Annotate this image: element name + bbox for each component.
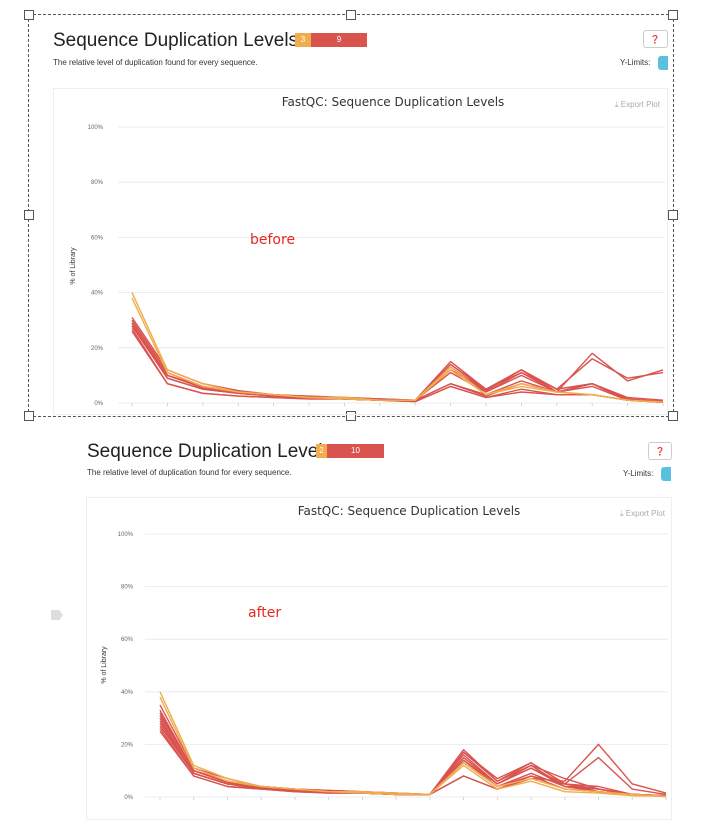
export-label: Export Plot bbox=[620, 100, 660, 109]
plot-container bbox=[53, 88, 668, 415]
after-series-warn-2 bbox=[159, 696, 667, 797]
export-label: Export Plot bbox=[625, 509, 665, 518]
y-tick-label: 80% bbox=[121, 585, 134, 591]
status-badges: 3 9 bbox=[295, 33, 367, 47]
status-badges: 2 10 bbox=[316, 444, 384, 458]
annotation-text: after bbox=[248, 605, 282, 621]
resize-handle-bottom-left[interactable] bbox=[24, 411, 34, 421]
y-tick-label: 100% bbox=[88, 125, 104, 131]
resize-handle-bottom-right[interactable] bbox=[668, 411, 678, 421]
duplication-chart: FastQC: Sequence Duplication Levels % of… bbox=[70, 95, 665, 407]
annotation-text: before bbox=[250, 232, 296, 248]
resize-handle-top[interactable] bbox=[346, 10, 356, 20]
y-tick-label: 20% bbox=[121, 742, 134, 748]
export-plot-button[interactable]: ⤓ Export Plot bbox=[615, 100, 660, 110]
y-tick-label: 60% bbox=[121, 637, 134, 643]
section-subtitle: The relative level of duplication found … bbox=[87, 468, 292, 477]
y-tick-label: 100% bbox=[118, 532, 134, 538]
before-series-warn-2 bbox=[131, 297, 664, 403]
before-panel: Sequence Duplication Levels 3 9 The rela… bbox=[24, 10, 678, 421]
fail-count-badge[interactable]: 9 bbox=[311, 33, 367, 47]
export-plot-button[interactable]: ⤓ Export Plot bbox=[620, 509, 665, 519]
before-series-fail-5 bbox=[131, 328, 664, 403]
section-subtitle: The relative level of duplication found … bbox=[53, 58, 258, 67]
ylimits-toggle[interactable] bbox=[658, 56, 668, 70]
collapse-tab-icon[interactable] bbox=[51, 610, 63, 620]
ylimits-label: Y-Limits: bbox=[620, 58, 651, 67]
section-title: Sequence Duplication Levels bbox=[87, 441, 333, 462]
help-button[interactable]: ❓ Help bbox=[648, 442, 672, 460]
resize-handle-left[interactable] bbox=[24, 210, 34, 220]
y-tick-label: 60% bbox=[91, 235, 104, 241]
y-tick-label: 20% bbox=[91, 346, 104, 352]
chart-title: FastQC: Sequence Duplication Levels bbox=[298, 504, 521, 518]
download-icon: ⤓ bbox=[615, 100, 619, 109]
y-tick-label: 80% bbox=[91, 180, 104, 186]
ylimits-label: Y-Limits: bbox=[623, 469, 654, 478]
y-tick-label: 0% bbox=[124, 795, 133, 801]
ylimits-toggle[interactable] bbox=[661, 467, 671, 481]
y-tick-label: 0% bbox=[94, 401, 103, 407]
duplication-chart: FastQC: Sequence Duplication Levels % of… bbox=[101, 504, 668, 801]
resize-handle-right[interactable] bbox=[668, 210, 678, 220]
after-series-fail-3 bbox=[159, 715, 667, 797]
y-axis-label: % of Library bbox=[101, 646, 108, 684]
section-title: Sequence Duplication Levels bbox=[53, 30, 299, 51]
after-panel: Sequence Duplication Levels 2 10 The rel… bbox=[0, 425, 718, 820]
after-series-warn-1 bbox=[159, 691, 667, 797]
resize-handle-top-left[interactable] bbox=[24, 10, 34, 20]
resize-handle-bottom[interactable] bbox=[346, 411, 356, 421]
warn-count-badge[interactable]: 3 bbox=[295, 33, 311, 47]
fail-count-badge[interactable]: 10 bbox=[327, 444, 384, 458]
before-series-warn-1 bbox=[131, 292, 664, 403]
y-tick-label: 40% bbox=[121, 690, 134, 696]
help-button[interactable]: ❓ Help bbox=[643, 30, 668, 48]
resize-handle-top-right[interactable] bbox=[668, 10, 678, 20]
download-icon: ⤓ bbox=[620, 509, 624, 518]
warn-count-badge[interactable]: 2 bbox=[316, 444, 327, 458]
chart-title: FastQC: Sequence Duplication Levels bbox=[282, 95, 505, 109]
y-axis-label: % of Library bbox=[70, 247, 77, 285]
y-tick-label: 40% bbox=[91, 291, 104, 297]
